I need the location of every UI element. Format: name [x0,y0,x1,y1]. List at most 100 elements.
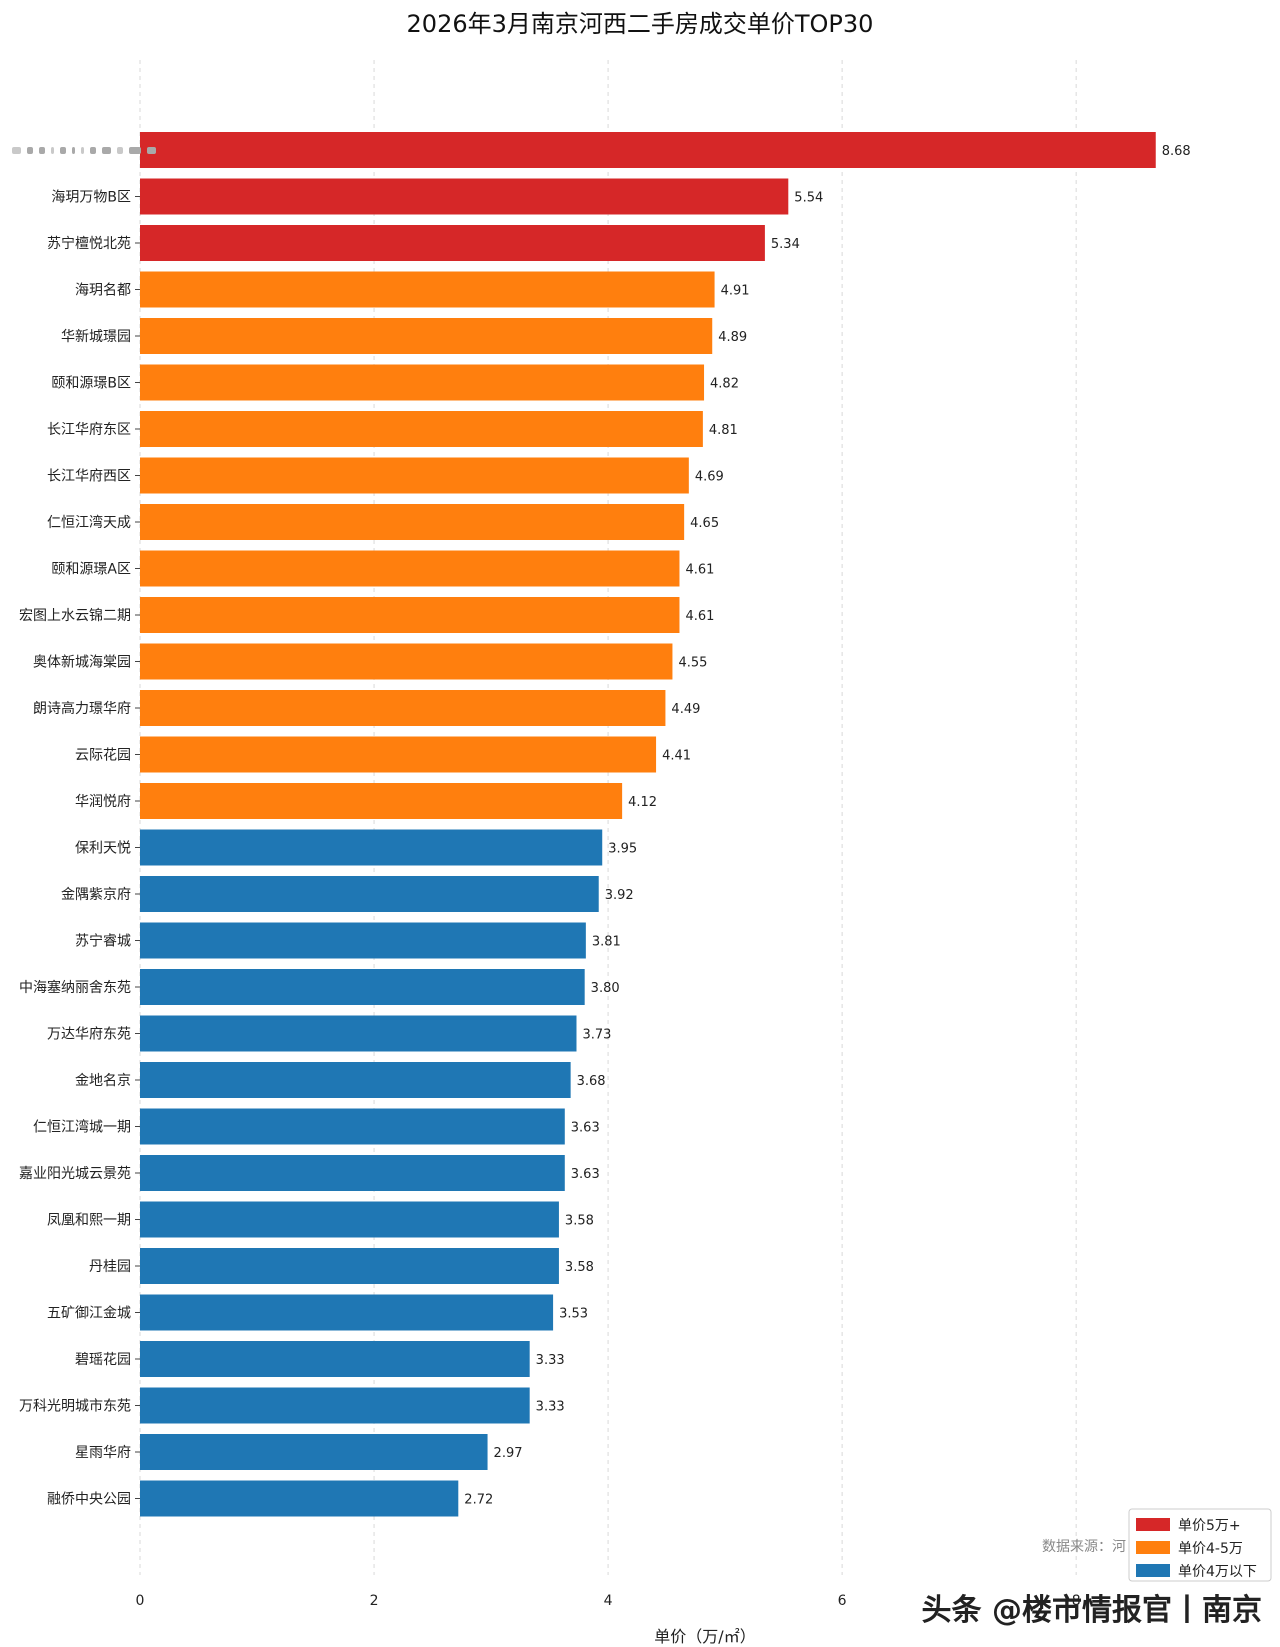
chart-title: 2026年3月南京河西二手房成交单价TOP30 [407,10,874,38]
value-label: 3.58 [565,1260,594,1275]
category-label: 云际花园 [75,748,131,764]
category-label: 苏宁睿城 [75,933,131,950]
bar [140,829,603,866]
bar [140,318,713,354]
category-label: 万科光明城市东苑 [19,1398,131,1415]
value-label: 5.34 [771,237,800,252]
category-label: 华润悦府 [75,794,131,810]
value-label: 3.58 [565,1214,594,1229]
value-label: 4.89 [718,330,747,345]
value-label: 3.53 [559,1307,588,1322]
value-label: 2.72 [464,1493,493,1508]
category-label: 华新城璟园 [61,329,131,345]
value-label: 4.82 [710,377,739,392]
x-tick-label: 2 [370,1593,379,1609]
bar [140,178,789,215]
bar [140,457,689,494]
value-label: 4.61 [685,609,714,624]
bar [140,271,715,308]
value-label: 5.54 [794,191,823,206]
legend-label: 单价4万以下 [1178,1564,1257,1580]
value-label: 3.68 [577,1074,606,1089]
bar [140,736,657,773]
bar [140,504,685,540]
bar [140,922,586,959]
value-label: 3.33 [536,1400,565,1415]
value-label: 4.12 [628,795,657,810]
bar [140,1434,488,1470]
value-label: 4.69 [695,470,724,485]
category-label: 海玥名都 [75,283,131,299]
category-label: 颐和源璟B区 [51,376,131,392]
bar [140,597,680,633]
category-labels: 海玥万物B区苏宁檀悦北苑海玥名都华新城璟园颐和源璟B区长江华府东区长江华府西区仁… [12,147,156,1508]
bar [140,643,673,680]
bar [140,364,705,401]
legend-label: 单价5万+ [1178,1518,1241,1534]
value-label: 3.63 [571,1121,600,1136]
category-label: 金隅紫京府 [61,887,131,903]
value-label: 3.95 [608,842,637,857]
category-label: 宏图上水云锦二期 [19,607,131,624]
category-label: 碧瑶花园 [75,1352,131,1368]
bar [140,783,623,819]
bar [140,550,680,587]
x-ticks: 0 2 4 6 8 [136,1593,1081,1609]
value-label: 3.81 [592,935,621,950]
value-label: 4.65 [690,516,719,531]
value-label: 4.41 [662,749,691,764]
category-label: 仁恒江湾天成 [47,514,131,531]
category-label: 朗诗高力璟华府 [33,700,131,717]
legend-swatch [1136,1518,1170,1531]
x-tick-label: 4 [604,1593,613,1609]
category-label: 仁恒江湾城一期 [33,1119,131,1136]
category-label: 万达华府东苑 [47,1027,131,1043]
bar [140,225,765,261]
redacted-label [12,147,156,154]
value-label: 4.81 [709,423,738,438]
bar [140,1387,530,1424]
value-label: 2.97 [494,1446,523,1461]
x-tick-label: 0 [136,1593,145,1609]
value-label: 4.49 [671,702,700,717]
category-label: 凤凰和熙一期 [47,1213,131,1229]
watermark: 头条 @楼市情报官丨南京 [922,1593,1262,1628]
bar [140,690,666,726]
category-label: 嘉业阳光城云景苑 [19,1166,131,1182]
category-label: 保利天悦 [75,841,131,857]
category-label: 中海塞纳丽舍东苑 [19,979,131,996]
bar [140,1155,565,1191]
category-label: 金地名京 [75,1073,131,1089]
bar [140,1062,571,1098]
value-labels: 8.68 5.54 5.34 4.91 4.89 4.82 4.81 4.69 4.65 4.61… [464,144,1190,1508]
category-label: 长江华府西区 [47,469,131,485]
bar [140,1015,577,1052]
bar [140,876,599,912]
bar [140,411,703,447]
category-label: 长江华府东区 [47,422,131,438]
category-label: 五矿御江金城 [47,1306,131,1322]
value-label: 3.92 [605,888,634,903]
value-label: 8.68 [1162,144,1191,159]
bar [140,969,585,1005]
value-label: 4.61 [685,563,714,578]
legend-swatch [1136,1541,1170,1554]
value-label: 3.73 [582,1028,611,1043]
source-note: 数据来源：河 [1042,1539,1126,1555]
value-label: 4.91 [721,284,750,299]
category-label: 星雨华府 [75,1445,131,1461]
x-axis-title: 单价（万/㎡） [654,1627,755,1646]
category-label: 丹桂园 [89,1259,131,1275]
value-label: 4.55 [678,656,707,671]
category-label: 奥体新城海棠园 [33,654,131,671]
bar [140,1341,530,1377]
bar [140,132,1156,168]
category-label: 融侨中央公园 [47,1492,131,1508]
category-label: 颐和源璟A区 [51,562,131,578]
value-label: 3.80 [591,981,620,996]
bar [140,1201,559,1238]
legend-label: 单价4-5万 [1178,1541,1243,1557]
x-tick-label: 8 [1072,1593,1081,1609]
bar [140,1294,554,1331]
